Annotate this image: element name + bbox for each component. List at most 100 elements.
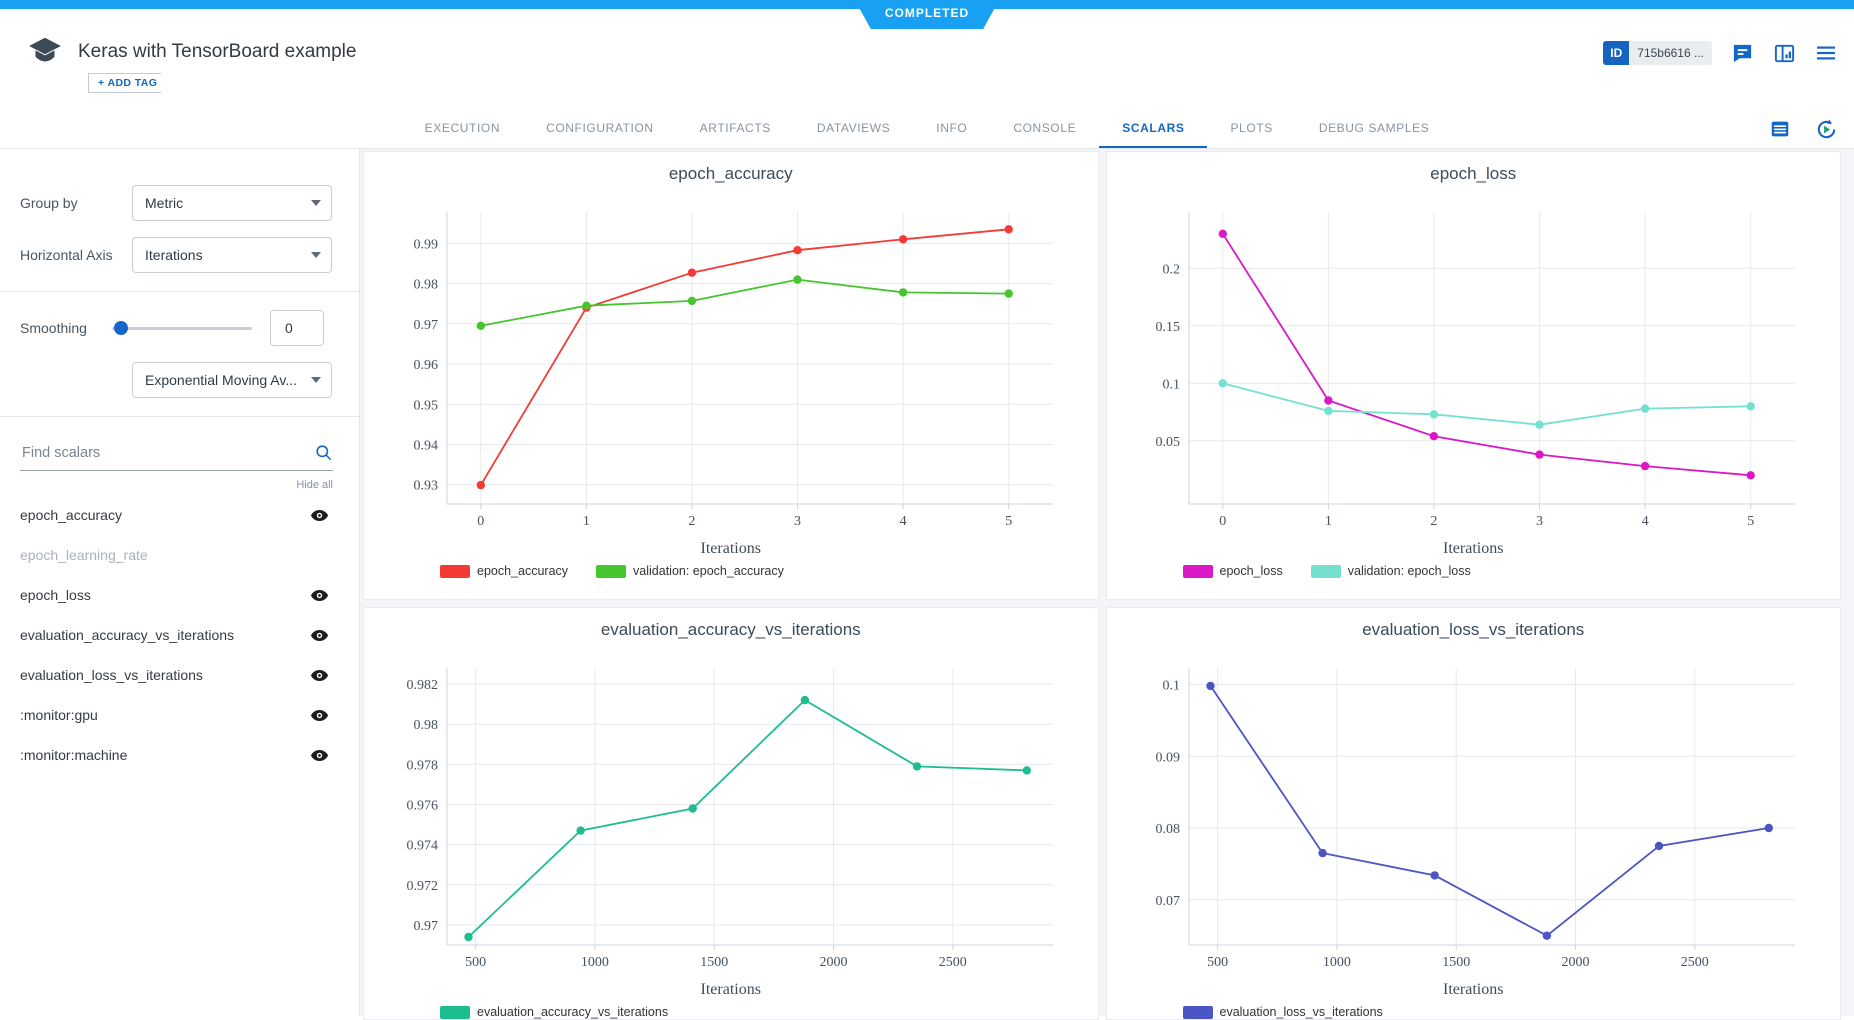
slider-thumb[interactable]: [114, 321, 128, 335]
svg-text:0: 0: [1220, 514, 1227, 529]
comments-button[interactable]: [1730, 41, 1754, 65]
legend-item[interactable]: epoch_accuracy: [440, 564, 568, 578]
legend-swatch: [1182, 564, 1213, 578]
tab-execution[interactable]: EXECUTION: [424, 121, 501, 135]
id-label: ID: [1603, 41, 1630, 65]
eye-icon[interactable]: [310, 746, 329, 765]
slider-track: [112, 327, 252, 330]
layout-button[interactable]: [1772, 41, 1796, 65]
scalar-item--monitor-gpu: :monitor:gpu: [20, 695, 359, 735]
svg-text:2: 2: [688, 514, 695, 529]
tab-console[interactable]: CONSOLE: [1013, 121, 1077, 135]
svg-text:0.982: 0.982: [406, 678, 438, 693]
tab-dataviews[interactable]: DATAVIEWS: [816, 121, 891, 135]
legend-label: evaluation_loss_vs_iterations: [1219, 1005, 1383, 1019]
tab-info[interactable]: INFO: [936, 121, 968, 135]
tab-plots[interactable]: PLOTS: [1230, 121, 1273, 135]
chart-card-evaluation-loss: evaluation_loss_vs_iterations 0.07 0.08 0.…: [1105, 607, 1841, 1020]
auto-refresh-button[interactable]: [1814, 117, 1838, 141]
legend-swatch: [596, 564, 627, 578]
table-view-button[interactable]: [1768, 117, 1792, 141]
chart-title: evaluation_accuracy_vs_iterations: [600, 620, 861, 639]
split-panel-icon: [1774, 44, 1794, 62]
svg-text:0.95: 0.95: [413, 398, 438, 413]
svg-text:1500: 1500: [700, 955, 728, 970]
chart-card-epoch-accuracy: epoch_accuracy 0.93 0.94 0.95 0.96 0.97 0.98 0…: [363, 151, 1099, 600]
eye-icon[interactable]: [310, 666, 329, 685]
scalar-item-epoch-accuracy: epoch_accuracy: [20, 495, 359, 535]
svg-text:0.99: 0.99: [413, 237, 438, 252]
scalar-item-epoch-learning-rate: epoch_learning_rate: [20, 535, 359, 575]
chart-legend: evaluation_accuracy_vs_iterations: [440, 1005, 1098, 1019]
horizontal-axis-label: Horizontal Axis: [20, 247, 113, 263]
scalar-label: epoch_accuracy: [20, 507, 122, 523]
tab-scalars[interactable]: SCALARS: [1099, 110, 1208, 148]
chart-plot[interactable]: 0.97 0.972 0.974 0.976 0.978 0.98 0.982 500 1000…: [381, 654, 1081, 979]
smoothing-slider[interactable]: [112, 321, 252, 335]
experiment-id-chip[interactable]: ID 715b6616 ...: [1603, 41, 1712, 65]
tab-artifacts[interactable]: ARTIFACTS: [699, 121, 771, 135]
scalar-item-evaluation-loss-vs-iterations: evaluation_loss_vs_iterations: [20, 655, 359, 695]
chart-plot[interactable]: 0.05 0.1 0.15 0.2 0 1 2 3 4 5: [1123, 198, 1823, 538]
legend-swatch: [440, 564, 470, 578]
tab-debug-samples[interactable]: DEBUG SAMPLES: [1318, 121, 1430, 135]
scalar-item--monitor-machine: :monitor:machine: [20, 735, 359, 775]
scalar-label: evaluation_loss_vs_iterations: [20, 667, 203, 683]
svg-text:0.1: 0.1: [1163, 377, 1181, 392]
tabs: EXECUTION CONFIGURATION ARTIFACTS DATAVIEWS…: [402, 110, 1453, 148]
scalar-label: :monitor:machine: [20, 747, 128, 763]
group-by-label: Group by: [20, 195, 78, 211]
eye-icon[interactable]: [310, 626, 329, 645]
page-title: Keras with TensorBoard example: [78, 41, 357, 62]
eye-icon[interactable]: [310, 506, 329, 525]
svg-text:1: 1: [583, 514, 590, 529]
smoothing-input[interactable]: [270, 310, 324, 346]
legend-label: evaluation_accuracy_vs_iterations: [477, 1005, 669, 1019]
legend-swatch: [440, 1005, 470, 1019]
eye-icon[interactable]: [310, 706, 329, 725]
legend-item[interactable]: epoch_loss: [1182, 564, 1283, 578]
horizontal-axis-select[interactable]: Iterations: [132, 237, 332, 273]
scalar-list: epoch_accuracy epoch_learning_rate epoch_l…: [0, 495, 359, 775]
chart-plot[interactable]: 0.07 0.08 0.09 0.1 500 1000 1500 2000 2500: [1123, 654, 1823, 979]
legend-item[interactable]: evaluation_loss_vs_iterations: [1182, 1005, 1383, 1019]
chart-plot[interactable]: 0.93 0.94 0.95 0.96 0.97 0.98 0.99 0 1 2 3 4 5: [381, 198, 1081, 538]
legend-item[interactable]: validation: epoch_accuracy: [596, 564, 784, 578]
menu-button[interactable]: [1814, 41, 1838, 65]
search-input[interactable]: [20, 443, 314, 462]
scalar-item-evaluation-accuracy-vs-iterations: evaluation_accuracy_vs_iterations: [20, 615, 359, 655]
svg-text:1: 1: [1325, 514, 1332, 529]
svg-text:0.94: 0.94: [413, 439, 438, 454]
smoothing-label: Smoothing: [20, 320, 87, 336]
status-badge: COMPLETED: [855, 0, 999, 29]
svg-text:0.09: 0.09: [1156, 750, 1181, 765]
svg-text:0.972: 0.972: [406, 879, 438, 894]
group-by-select[interactable]: Metric: [132, 185, 332, 221]
svg-text:2500: 2500: [1681, 955, 1709, 970]
svg-text:0.05: 0.05: [1156, 435, 1181, 450]
group-by-value: Metric: [145, 195, 184, 211]
horizontal-axis-value: Iterations: [145, 247, 203, 263]
hide-all-link[interactable]: Hide all: [296, 479, 333, 491]
header: Keras with TensorBoard example + ADD TAG…: [0, 9, 1854, 110]
legend-item[interactable]: validation: epoch_loss: [1310, 564, 1471, 578]
add-tag-button[interactable]: + ADD TAG: [88, 73, 162, 93]
legend-label: epoch_accuracy: [477, 564, 569, 578]
legend-swatch: [1310, 564, 1341, 578]
tab-configuration[interactable]: CONFIGURATION: [546, 121, 654, 135]
chart-legend: epoch_accuracy validation: epoch_accuracy: [440, 564, 1098, 578]
tab-bar: EXECUTION CONFIGURATION ARTIFACTS DATAVIEWS…: [0, 110, 1854, 149]
eye-icon[interactable]: [310, 586, 329, 605]
legend-item[interactable]: evaluation_accuracy_vs_iterations: [440, 1005, 668, 1019]
search-icon[interactable]: [314, 443, 333, 462]
svg-text:1000: 1000: [581, 955, 609, 970]
smoothing-method-select[interactable]: Exponential Moving Av...: [132, 362, 332, 398]
svg-text:0: 0: [477, 514, 484, 529]
id-value: 715b6616 ...: [1629, 41, 1712, 65]
svg-text:0.1: 0.1: [1163, 679, 1181, 694]
svg-text:0.98: 0.98: [413, 278, 438, 293]
chart-xlabel: Iterations: [1443, 981, 1504, 998]
svg-text:5: 5: [1005, 514, 1012, 529]
svg-text:2000: 2000: [1562, 955, 1590, 970]
svg-text:3: 3: [1536, 514, 1543, 529]
